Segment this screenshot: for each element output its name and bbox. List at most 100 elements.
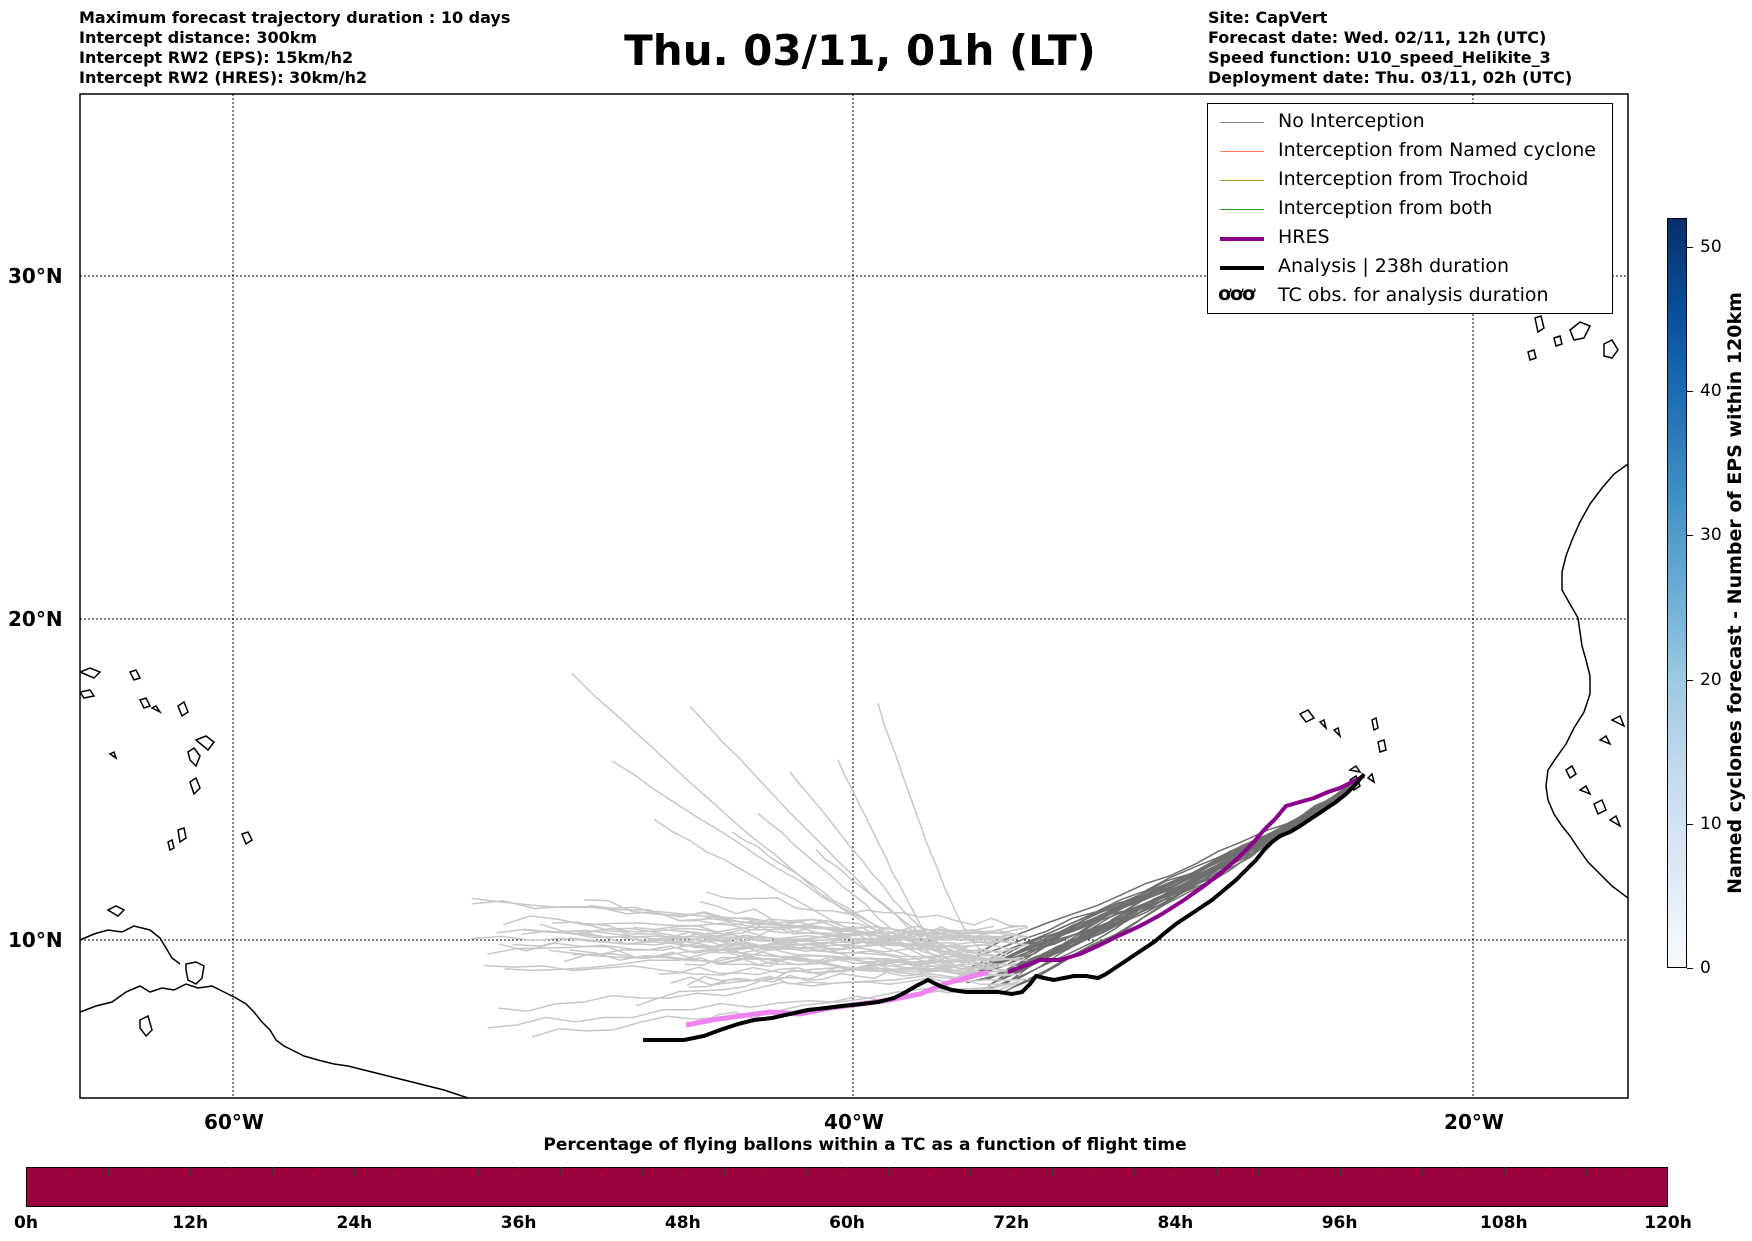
colorbar-minor-tick	[1175, 1167, 1177, 1175]
lat-label-30n: 30°N	[8, 264, 63, 288]
ensemble-trajectory	[472, 900, 1030, 938]
legend-item-named-cyclone: Interception from Named cyclone	[1216, 138, 1611, 167]
map-title: Thu. 03/11, 01h (LT)	[624, 26, 1096, 75]
legend-label: Analysis | 238h duration	[1278, 255, 1510, 277]
param-line: Intercept distance: 300km	[79, 28, 318, 47]
legend-item-hres: HRES	[1216, 225, 1611, 254]
colorbar-minor-tick	[1585, 1167, 1587, 1175]
ensemble-trajectory	[731, 831, 962, 961]
colorbar-minor-tick	[272, 1167, 274, 1175]
colorbar-minor-tick	[1093, 1167, 1095, 1175]
flight-time-tick-label: 72h	[993, 1213, 1030, 1233]
tc-obs-symbol-icon: ơơơ	[1218, 283, 1255, 305]
venezuela-coast	[80, 925, 181, 965]
colorbar-tick	[1687, 535, 1693, 537]
colorbar-minor-tick	[682, 1167, 684, 1175]
ensemble-trajectory	[684, 956, 1018, 968]
colorbar-minor-tick	[1011, 1167, 1013, 1175]
legend-label: Interception from Named cyclone	[1278, 139, 1596, 161]
south-america-coast	[80, 983, 469, 1098]
colorbar-tick-label: 10	[1700, 813, 1722, 834]
ensemble-trajectory	[676, 916, 1010, 944]
colorbar-tick	[1687, 968, 1693, 969]
africa-coast-detail	[1565, 714, 1626, 828]
colorbar-tick-label: 20	[1700, 669, 1722, 690]
colorbar-minor-tick	[67, 1167, 69, 1175]
ensemble-trajectory	[689, 705, 986, 963]
colorbar-minor-tick	[1503, 1167, 1505, 1175]
legend-item-both: Interception from both	[1216, 196, 1611, 225]
colorbar-minor-tick	[641, 1167, 643, 1175]
lat-label-20n: 20°N	[8, 607, 63, 631]
ensemble-trajectory	[653, 818, 974, 973]
colorbar-minor-tick	[518, 1167, 520, 1175]
colorbar-minor-tick	[1421, 1167, 1423, 1175]
flight-time-tick-label: 48h	[664, 1213, 701, 1233]
ensemble-trajectory	[706, 891, 1028, 927]
ensemble-trajectory	[837, 759, 962, 967]
ensemble-trajectory	[585, 922, 1000, 969]
ensemble-trajectory	[789, 771, 976, 963]
site-line: Speed function: U10_speed_Helikite_3	[1208, 48, 1551, 67]
ensemble-trajectory	[487, 983, 1013, 1029]
ensemble-trajectory	[496, 928, 1006, 942]
map-legend: No Interception Interception from Named …	[1207, 103, 1613, 314]
colorbar-minor-tick	[1462, 1167, 1464, 1175]
colorbar-minor-tick	[436, 1167, 438, 1175]
legend-label: TC obs. for analysis duration	[1278, 284, 1549, 306]
legend-item-trochoid: Interception from Trochoid	[1216, 167, 1611, 196]
lat-label-10n: 10°N	[8, 928, 63, 952]
colorbar-minor-tick	[354, 1167, 356, 1175]
flight-time-tick-label: 36h	[500, 1213, 537, 1233]
legend-swatch	[1220, 180, 1264, 181]
leeward-islands	[80, 667, 163, 1038]
param-line: Intercept RW2 (EPS): 15km/h2	[79, 48, 354, 67]
ensemble-trajectory	[877, 703, 987, 955]
colorbar-minor-tick	[1626, 1167, 1628, 1175]
colorbar-minor-tick	[1216, 1167, 1218, 1175]
colorbar-tick	[1687, 679, 1693, 681]
colorbar-minor-tick	[231, 1167, 233, 1175]
colorbar-minor-tick	[477, 1167, 479, 1175]
site-line: Site: CapVert	[1208, 8, 1328, 27]
lon-label-40w: 40°W	[824, 1110, 884, 1134]
cape-verde-islands	[1298, 709, 1387, 792]
ensemble-trajectory	[1004, 775, 1365, 976]
colorbar-minor-tick	[723, 1167, 725, 1175]
param-line: Maximum forecast trajectory duration : 1…	[79, 8, 511, 27]
legend-swatch	[1220, 151, 1264, 152]
ensemble-trajectory	[498, 968, 1010, 1013]
caribbean-islands	[167, 700, 253, 852]
cyclone-colorbar	[1667, 218, 1687, 968]
param-line: Intercept RW2 (HRES): 30km/h2	[79, 68, 368, 87]
colorbar-tick	[1687, 246, 1693, 248]
colorbar-tick-label: 50	[1700, 236, 1722, 257]
legend-item-tc-obs: ơơơ TC obs. for analysis duration	[1216, 283, 1611, 312]
colorbar-minor-tick	[805, 1167, 807, 1175]
colorbar-minor-tick	[1257, 1167, 1259, 1175]
flight-time-tick-label: 108h	[1480, 1213, 1528, 1233]
colorbar-tick-label: 30	[1700, 525, 1722, 546]
flight-time-tick-label: 120h	[1644, 1213, 1692, 1233]
ensemble-trajectory	[502, 915, 998, 942]
colorbar-minor-tick	[190, 1167, 192, 1175]
colorbar-tick	[1687, 391, 1693, 393]
site-line: Deployment date: Thu. 03/11, 02h (UTC)	[1208, 68, 1573, 87]
colorbar-minor-tick	[764, 1167, 766, 1175]
legend-swatch	[1220, 266, 1264, 270]
flight-time-colorbar-title: Percentage of flying ballons within a TC…	[543, 1135, 1187, 1155]
legend-label: Interception from Trochoid	[1278, 168, 1529, 190]
colorbar-minor-tick	[395, 1167, 397, 1175]
flight-time-tick-label: 84h	[1157, 1213, 1194, 1233]
colorbar-tick	[1687, 823, 1693, 825]
ensemble-trajectory	[1000, 775, 1365, 985]
ensemble-trajectory	[571, 672, 976, 973]
colorbar-minor-tick	[1298, 1167, 1300, 1175]
colorbar-minor-tick	[313, 1167, 315, 1175]
lon-label-60w: 60°W	[204, 1110, 264, 1134]
site-info: Site: CapVert Forecast date: Wed. 02/11,…	[1208, 8, 1572, 88]
colorbar-minor-tick	[559, 1167, 561, 1175]
hres-trajectory	[1007, 774, 1365, 974]
ensemble-trajectory	[611, 760, 989, 961]
